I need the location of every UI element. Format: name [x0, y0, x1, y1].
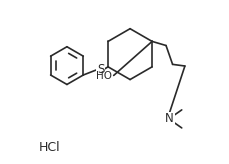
Text: N: N [165, 112, 174, 125]
Text: S: S [97, 63, 104, 76]
Text: HCl: HCl [39, 141, 61, 154]
Text: HO: HO [96, 71, 112, 81]
